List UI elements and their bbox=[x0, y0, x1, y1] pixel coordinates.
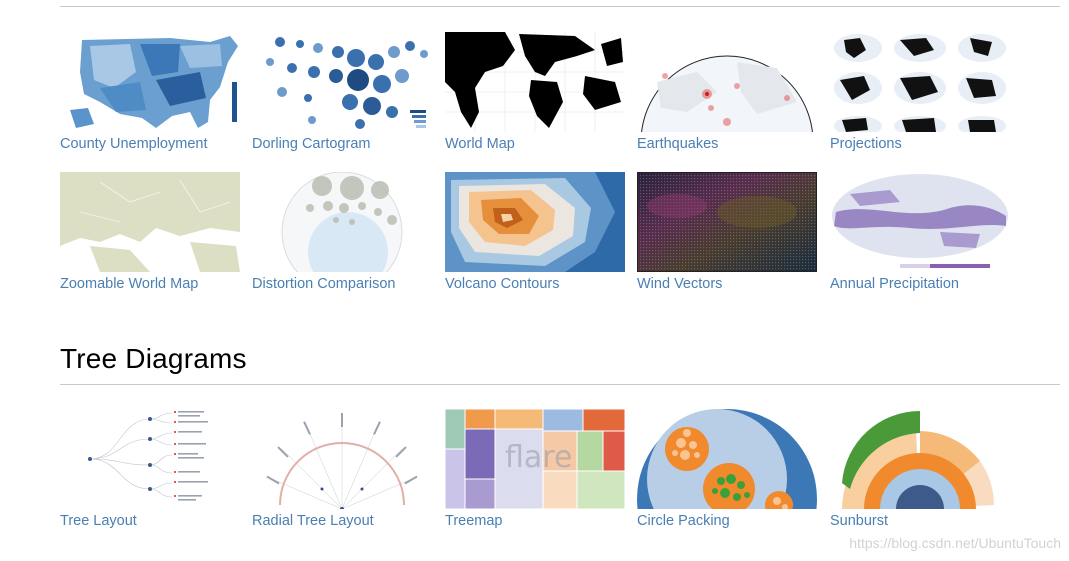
card-distortion-comparison[interactable]: Distortion Comparison bbox=[252, 172, 432, 292]
card-label: Earthquakes bbox=[637, 136, 719, 152]
card-sunburst[interactable]: Sunburst bbox=[830, 409, 1010, 529]
card-treemap[interactable]: flare Treemap bbox=[445, 409, 625, 529]
card-dorling-cartogram[interactable]: Dorling Cartogram bbox=[252, 32, 432, 152]
thumbnail-world-map bbox=[445, 32, 625, 132]
thumbnail-circle-packing bbox=[637, 409, 817, 509]
card-label: Volcano Contours bbox=[445, 276, 560, 292]
card-label: Zoomable World Map bbox=[60, 276, 199, 292]
card-label: Sunburst bbox=[830, 513, 889, 529]
svg-text:flare: flare bbox=[505, 440, 572, 475]
section-divider bbox=[60, 384, 1060, 385]
top-divider bbox=[60, 6, 1060, 7]
thumbnail-sunburst bbox=[830, 409, 1010, 509]
card-county-unemployment[interactable]: County Unemployment bbox=[60, 32, 240, 152]
card-label: Dorling Cartogram bbox=[252, 136, 371, 152]
card-label: Circle Packing bbox=[637, 513, 730, 529]
card-wind-vectors[interactable]: Wind Vectors bbox=[637, 172, 817, 292]
card-earthquakes[interactable]: Earthquakes bbox=[637, 32, 817, 152]
card-circle-packing[interactable]: Circle Packing bbox=[637, 409, 817, 529]
thumbnail-radial-tree-layout bbox=[252, 409, 432, 509]
card-volcano-contours[interactable]: Volcano Contours bbox=[445, 172, 625, 292]
card-label: Tree Layout bbox=[60, 513, 137, 529]
card-label: Wind Vectors bbox=[637, 276, 723, 292]
thumbnail-distortion-comparison bbox=[252, 172, 432, 272]
card-tree-layout[interactable]: Tree Layout bbox=[60, 409, 240, 529]
thumbnail-volcano-contours bbox=[445, 172, 625, 272]
thumbnail-projections bbox=[830, 32, 1010, 132]
thumbnail-earthquakes bbox=[637, 32, 817, 132]
thumbnail-zoomable-world-map bbox=[60, 172, 240, 272]
thumbnail-annual-precipitation bbox=[830, 172, 1010, 272]
card-label: Distortion Comparison bbox=[252, 276, 396, 292]
card-radial-tree-layout[interactable]: Radial Tree Layout bbox=[252, 409, 432, 529]
card-label: County Unemployment bbox=[60, 136, 208, 152]
thumbnail-dorling-cartogram bbox=[252, 32, 432, 132]
card-zoomable-world-map[interactable]: Zoomable World Map bbox=[60, 172, 240, 292]
thumbnail-county-unemployment bbox=[60, 32, 240, 132]
card-label: World Map bbox=[445, 136, 515, 152]
card-label: Radial Tree Layout bbox=[252, 513, 374, 529]
thumbnail-wind-vectors bbox=[637, 172, 817, 272]
card-projections[interactable]: Projections bbox=[830, 32, 1010, 152]
thumbnail-tree-layout bbox=[60, 409, 240, 509]
card-annual-precipitation[interactable]: Annual Precipitation bbox=[830, 172, 1010, 292]
watermark: https://blog.csdn.net/UbuntuTouch bbox=[849, 535, 1061, 551]
card-label: Treemap bbox=[445, 513, 503, 529]
thumbnail-treemap: flare bbox=[445, 409, 625, 509]
card-label: Annual Precipitation bbox=[830, 276, 959, 292]
card-label: Projections bbox=[830, 136, 902, 152]
section-title: Tree Diagrams bbox=[60, 343, 247, 374]
card-world-map[interactable]: World Map bbox=[445, 32, 625, 152]
